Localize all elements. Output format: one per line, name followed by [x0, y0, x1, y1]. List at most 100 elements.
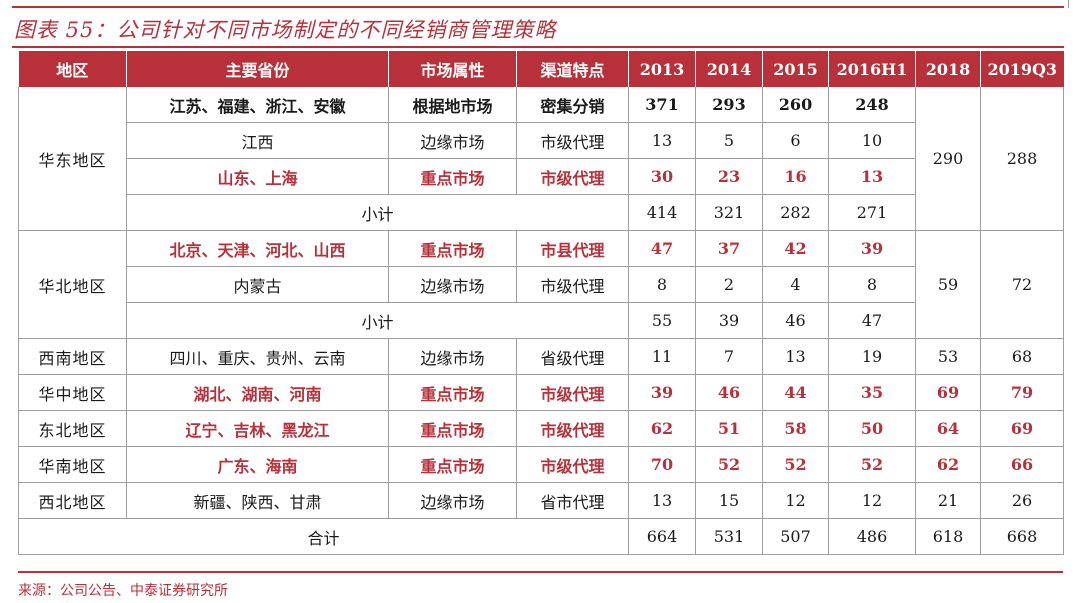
header-channel: 渠道特点 [516, 51, 629, 87]
channel-cell: 市级代理 [516, 374, 629, 411]
subtotal-label: 小计 [126, 302, 629, 339]
value-cell: 42 [762, 230, 829, 267]
value-cell: 47 [628, 230, 696, 267]
table-row: 华南地区 广东、海南 重点市场 市级代理 70 52 52 52 62 66 [18, 446, 1064, 483]
market-type-cell: 边缘市场 [388, 338, 517, 375]
province-cell: 四川、重庆、贵州、云南 [126, 338, 389, 375]
region-cell: 华北地区 [18, 230, 127, 339]
value-cell: 12 [762, 482, 829, 519]
value-cell: 12 [828, 482, 916, 519]
market-type-cell: 重点市场 [388, 374, 517, 411]
value-cell: 62 [628, 410, 696, 447]
province-cell: 江苏、福建、浙江、安徽 [126, 87, 389, 123]
region-cell: 西南地区 [18, 338, 127, 375]
value-cell: 52 [762, 446, 829, 483]
value-cell: 8 [828, 266, 916, 303]
header-region: 地区 [18, 51, 127, 87]
market-type-cell: 边缘市场 [388, 122, 517, 159]
value-cell: 62 [915, 446, 981, 483]
subtotal-row: 小计 414 321 282 271 [19, 194, 1064, 231]
table-row: 江西 边缘市场 市级代理 13 5 6 10 [19, 122, 1064, 159]
province-cell: 湖北、湖南、河南 [126, 374, 389, 411]
strategy-table: 地区 主要省份 市场属性 渠道特点 2013 2014 2015 2016H1 … [18, 51, 1064, 555]
header-provinces: 主要省份 [126, 51, 389, 87]
value-cell: 507 [762, 518, 829, 555]
value-cell-2018: 290 [915, 87, 981, 231]
value-cell: 414 [628, 194, 696, 231]
market-type-cell: 重点市场 [388, 158, 517, 195]
province-cell: 广东、海南 [126, 446, 389, 483]
value-cell: 13 [762, 338, 829, 375]
table-row: 华东地区 江苏、福建、浙江、安徽 根据地市场 密集分销 371 293 260 … [18, 87, 1064, 231]
table-row: 华北地区 北京、天津、河北、山西 重点市场 市县代理 47 37 42 39 5… [18, 230, 1064, 339]
value-cell: 39 [695, 302, 763, 339]
value-cell: 293 [695, 87, 763, 123]
value-cell: 10 [828, 122, 916, 159]
channel-cell: 省市代理 [516, 482, 629, 519]
subtotal-row: 小计 55 39 46 47 [19, 302, 1064, 339]
region-cell: 西北地区 [18, 482, 127, 519]
value-cell-2019q3: 72 [980, 230, 1064, 339]
header-2016h1: 2016H1 [828, 51, 916, 87]
value-cell: 260 [762, 87, 829, 123]
value-cell: 15 [695, 482, 763, 519]
province-cell: 北京、天津、河北、山西 [126, 230, 389, 267]
market-type-cell: 重点市场 [388, 410, 517, 447]
market-type-cell: 重点市场 [388, 446, 517, 483]
total-label: 合计 [18, 518, 629, 555]
value-cell: 39 [628, 374, 696, 411]
header-2013: 2013 [628, 51, 696, 87]
channel-cell: 市级代理 [516, 446, 629, 483]
value-cell: 35 [828, 374, 916, 411]
header-2014: 2014 [695, 51, 763, 87]
value-cell: 55 [628, 302, 696, 339]
value-cell: 37 [695, 230, 763, 267]
value-cell: 13 [628, 482, 696, 519]
value-cell: 52 [828, 446, 916, 483]
channel-cell: 密集分销 [516, 87, 629, 123]
value-cell: 486 [828, 518, 916, 555]
value-cell: 21 [915, 482, 981, 519]
bottom-rule [18, 571, 1063, 573]
value-cell: 664 [628, 518, 696, 555]
value-cell: 371 [628, 87, 696, 123]
subtotal-label: 小计 [126, 194, 629, 231]
table-row: 东北地区 辽宁、吉林、黑龙江 重点市场 市级代理 62 51 58 50 64 … [18, 410, 1064, 447]
value-cell: 30 [628, 158, 696, 195]
value-cell: 13 [628, 122, 696, 159]
value-cell: 64 [915, 410, 981, 447]
channel-cell: 市县代理 [516, 230, 629, 267]
province-cell: 新疆、陕西、甘肃 [126, 482, 389, 519]
top-rule [12, 6, 1064, 8]
region-cell: 东北地区 [18, 410, 127, 447]
corner-mark [1068, 0, 1069, 8]
value-cell: 668 [980, 518, 1064, 555]
market-type-cell: 根据地市场 [388, 87, 517, 123]
value-cell: 46 [762, 302, 829, 339]
header-2019q3: 2019Q3 [980, 51, 1064, 87]
channel-cell: 省级代理 [516, 338, 629, 375]
header-2015: 2015 [762, 51, 829, 87]
table-row: 西北地区 新疆、陕西、甘肃 边缘市场 省市代理 13 15 12 12 21 2… [18, 482, 1064, 519]
market-type-cell: 边缘市场 [388, 266, 517, 303]
figure-title: 图表 55：公司针对不同市场制定的不同经销商管理策略 [14, 18, 557, 42]
value-cell: 47 [828, 302, 916, 339]
value-cell: 79 [980, 374, 1064, 411]
total-row: 合计 664 531 507 486 618 668 [18, 518, 1064, 555]
value-cell: 16 [762, 158, 829, 195]
table-row: 山东、上海 重点市场 市级代理 30 23 16 13 [19, 158, 1064, 195]
value-cell: 50 [828, 410, 916, 447]
value-cell: 39 [828, 230, 916, 267]
value-cell: 44 [762, 374, 829, 411]
value-cell: 248 [828, 87, 916, 123]
channel-cell: 市级代理 [516, 266, 629, 303]
value-cell: 52 [695, 446, 763, 483]
value-cell: 70 [628, 446, 696, 483]
region-cell: 华中地区 [18, 374, 127, 411]
value-cell: 4 [762, 266, 829, 303]
value-cell: 51 [695, 410, 763, 447]
value-cell: 68 [980, 338, 1064, 375]
channel-cell: 市级代理 [516, 410, 629, 447]
table-row: 西南地区 四川、重庆、贵州、云南 边缘市场 省级代理 11 7 13 19 53… [18, 338, 1064, 375]
channel-cell: 市级代理 [516, 158, 629, 195]
